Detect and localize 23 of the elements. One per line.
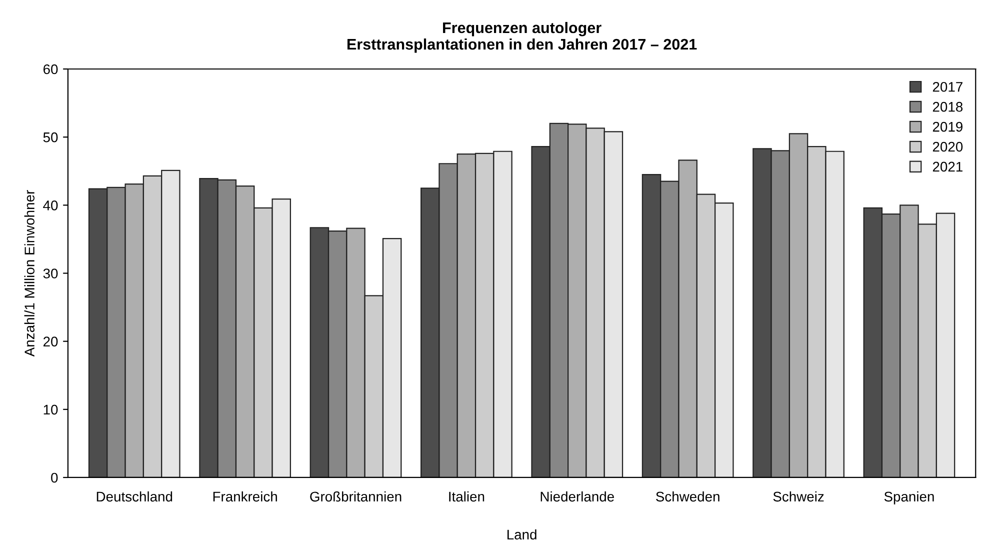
x-tick-label: Schweden [656, 491, 720, 502]
y-tick-label: 20 [43, 336, 58, 346]
y-tick-label: 10 [44, 404, 58, 415]
y-tick-label: 40 [43, 200, 58, 210]
y-tick-label: 60 [43, 64, 58, 74]
x-tick-label: Deutschland [96, 491, 172, 502]
y-tick-label: 30 [43, 268, 58, 278]
y-tick-label: 50 [43, 132, 58, 142]
x-tick-label: Schweiz [773, 491, 824, 502]
y-axis-title: Anzahl/1 Million Einwohner [24, 190, 34, 357]
legend-label: 2020 [932, 142, 963, 152]
x-axis-title: Land [507, 529, 536, 540]
legend-label: 2017 [932, 82, 962, 92]
y-tick-label: 0 [51, 472, 58, 483]
x-tick-label: Großbritannien [310, 491, 402, 502]
x-tick-label: Frankreich [213, 491, 277, 502]
x-tick-label: Spanien [884, 491, 934, 504]
x-tick-label: Niederlande [540, 491, 614, 502]
x-tick-label: Italien [449, 491, 484, 502]
legend-label: 2019 [932, 122, 962, 132]
chart-title: Frequenzen autologer Ersttransplantationen in den Jahren 2017 – 2021 [347, 22, 697, 53]
legend-label: 2018 [932, 102, 963, 112]
legend-label: 2021 [932, 162, 962, 172]
